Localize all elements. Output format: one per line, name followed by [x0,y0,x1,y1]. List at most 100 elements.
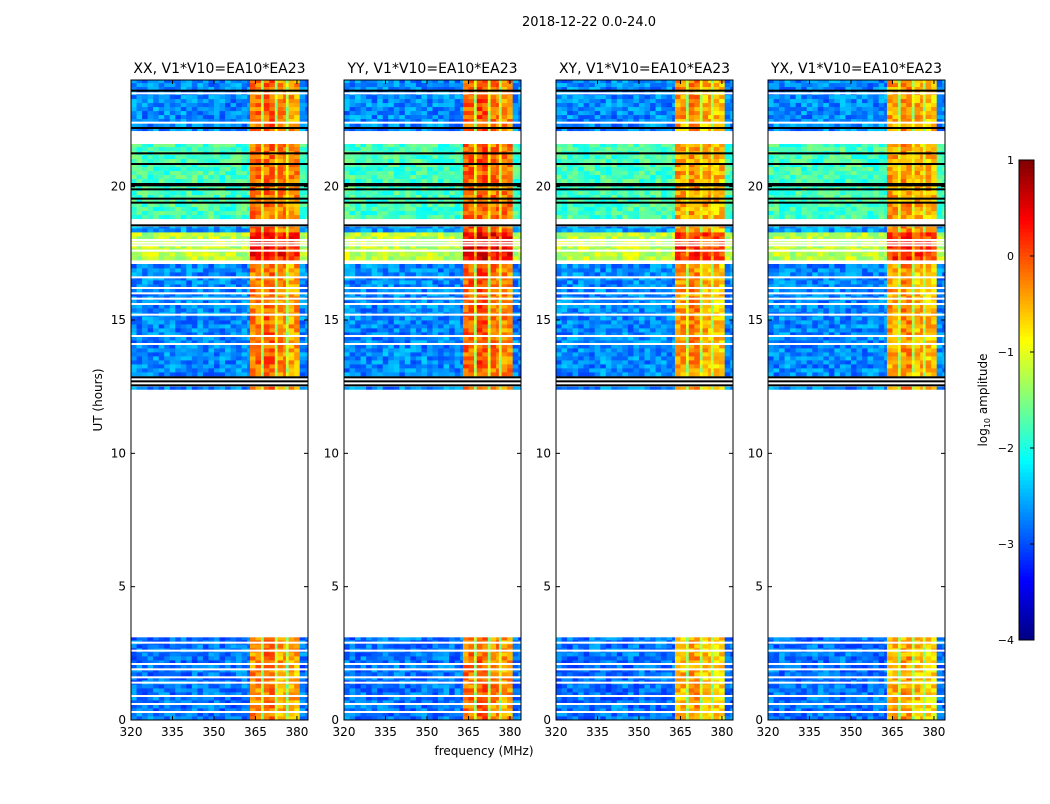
heatmap-cell [355,372,361,376]
heatmap-cell [236,684,242,688]
heatmap-cell [137,637,143,640]
heatmap-cell [344,308,350,312]
heatmap-cell [264,167,270,171]
heatmap-cell [286,167,289,171]
heatmap-cell [491,328,497,332]
heatmap-cell [208,167,214,171]
heatmap-cell [433,372,439,376]
heatmap-cell [181,191,187,195]
heatmap-cell [427,308,433,312]
heatmap-cell [159,144,165,147]
heatmap-cell [269,272,275,276]
heatmap-cell [159,372,165,376]
heatmap-cell [289,99,295,103]
heatmap-cell [242,155,248,159]
heatmap-cell [148,320,154,324]
heatmap-cell [264,348,270,352]
heatmap-cell [231,637,237,640]
heatmap-cell [502,656,508,660]
heatmap-cell [502,672,508,676]
heatmap-cell [269,159,275,163]
heatmap-cell [142,232,148,236]
heatmap-cell [170,179,176,183]
heatmap-cell [394,308,400,312]
heatmap-cell [264,268,270,272]
heatmap-cell [361,320,367,324]
heatmap-cell [131,656,137,660]
heatmap-cell [421,348,427,352]
heatmap-cell [410,264,416,268]
heatmap-cell [444,652,450,656]
heatmap-cell [142,227,148,229]
heatmap-cell [175,228,181,232]
heatmap-cell [383,644,389,648]
heatmap-cell [499,644,502,648]
heatmap-cell [192,268,198,272]
heatmap-cell [264,171,270,175]
heatmap-cell [283,272,286,276]
heatmap-cell [159,228,165,232]
heatmap-cell [269,175,275,179]
heatmap-cell [137,227,143,229]
heatmap-cell [438,387,444,390]
heatmap-cell [255,171,261,175]
heatmap-cell [225,268,231,272]
heatmap-cell [192,348,198,352]
heatmap-cell [231,191,237,195]
zero-row [131,384,308,386]
heatmap-cell [405,672,411,676]
heatmap-cell [208,264,214,268]
heatmap-cell [410,684,416,688]
heatmap-cell [275,175,278,179]
heatmap-cell [153,328,159,332]
heatmap-cell [289,111,295,115]
heatmap-cell [181,171,187,175]
heatmap-cell [192,228,198,232]
heatmap-cell [261,316,264,320]
heatmap-cell [192,175,198,179]
heatmap-cell [225,228,231,232]
heatmap-cell [482,352,488,356]
heatmap-cell [344,360,350,364]
heatmap-cell [131,352,137,356]
heatmap-cell [142,368,148,372]
heatmap-cell [159,107,165,111]
heatmap-cell [203,83,209,87]
heatmap-cell [300,171,306,175]
heatmap-cell [137,348,143,352]
heatmap-cell [372,372,378,376]
heatmap-cell [159,268,165,272]
heatmap-cell [513,280,519,284]
heatmap-cell [159,95,165,99]
zero-row [131,183,308,185]
heatmap-cell [482,368,488,372]
heatmap-cell [474,372,477,376]
heatmap-cell [142,320,148,324]
heatmap-cell [377,320,383,324]
heatmap-cell [286,268,289,272]
heatmap-cell [388,280,394,284]
heatmap-cell [261,147,264,151]
heatmap-cell [405,308,411,312]
heatmap-cell [294,95,300,99]
heatmap-cell [513,352,519,356]
heatmap-cell [208,175,214,179]
zero-row [131,127,308,129]
heatmap-cell [170,644,176,648]
heatmap-cell [496,656,499,660]
heatmap-cell [197,280,203,284]
heatmap-cell [427,356,433,360]
heatmap-cell [208,360,214,364]
heatmap-cell [269,256,275,260]
heatmap-cell [250,207,256,211]
heatmap-cell [355,268,361,272]
heatmap-cell [350,652,356,656]
heatmap-cell [355,360,361,364]
heatmap-cell [513,324,519,328]
heatmap-cell [449,368,455,372]
heatmap-cell [261,688,264,692]
heatmap-cell [242,360,248,364]
heatmap-cell [460,652,463,656]
heatmap-cell [159,175,165,179]
heatmap-cell [278,155,284,159]
